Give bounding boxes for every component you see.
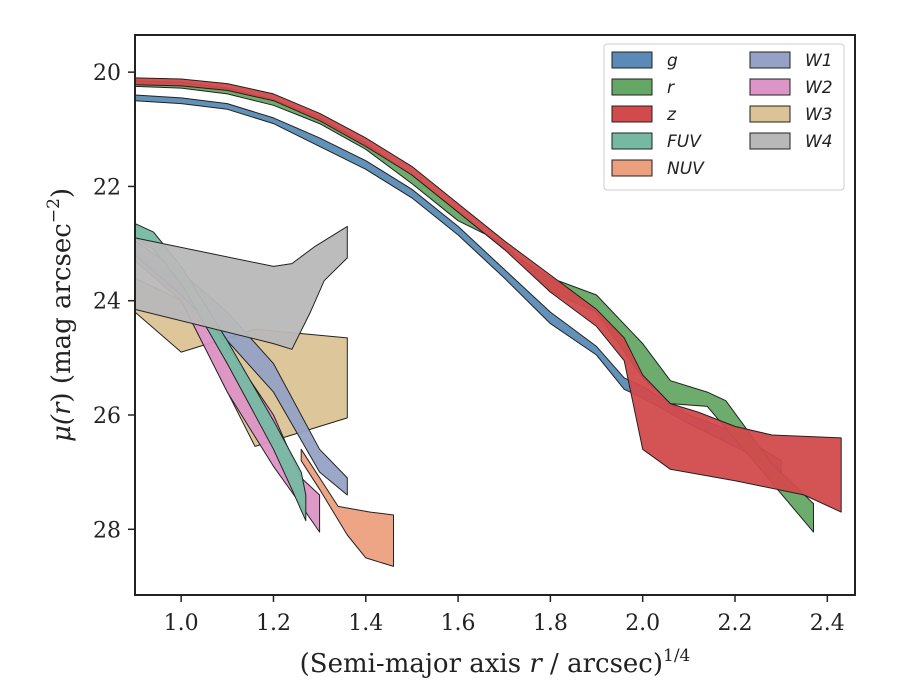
band-w4	[135, 225, 348, 350]
x-tick-label: 1.0	[164, 611, 199, 636]
x-tick-label: 1.8	[533, 611, 568, 636]
legend-label-g: g	[667, 51, 678, 71]
x-tick-label: 2.2	[718, 611, 753, 636]
y-tick-label: 20	[93, 61, 121, 86]
legend-label-z: z	[666, 105, 677, 125]
y-tick-label: 26	[93, 404, 121, 429]
legend-label-r: r	[667, 78, 675, 98]
plot-frame	[134, 34, 856, 596]
legend-swatch-w1	[749, 51, 791, 69]
legend-swatch-z	[611, 105, 653, 123]
x-tick-label: 1.6	[441, 611, 476, 636]
legend-swatch-nuv	[611, 159, 653, 177]
legend-swatch-w2	[749, 78, 791, 96]
y-tick-label: 24	[93, 290, 121, 315]
legend-items: grz FUV NUV W1 W2 W3 W4	[611, 51, 833, 179]
y-axis-label: μ(r) (mag arcsec−2)	[44, 188, 77, 442]
y-axis-ticks: 20 22 24 26 28	[93, 61, 135, 543]
x-tick-label: 1.2	[256, 611, 291, 636]
legend-swatch-w3	[749, 105, 791, 123]
legend-label-w3: W3	[805, 105, 833, 125]
legend-label-fuv: FUV	[667, 132, 702, 152]
x-tick-label: 2.0	[625, 611, 660, 636]
legend: grz FUV NUV W1 W2 W3 W4	[603, 43, 845, 191]
legend-label-nuv: NUV	[667, 159, 705, 179]
legend-swatch-fuv	[611, 132, 653, 150]
band-nuv	[300, 448, 394, 567]
legend-swatch-r	[611, 78, 653, 96]
x-axis-label: (Semi-major axis r / arcsec)1/4	[300, 646, 691, 679]
x-tick-label: 1.4	[348, 611, 383, 636]
legend-label-w1: W1	[805, 51, 833, 71]
legend-label-w2: W2	[805, 78, 833, 98]
band-z	[135, 77, 842, 513]
legend-swatch-g	[611, 51, 653, 69]
legend-label-w4: W4	[805, 132, 833, 152]
profile-bands	[135, 77, 842, 567]
x-tick-label: 2.4	[810, 611, 845, 636]
legend-swatch-w4	[749, 132, 791, 150]
y-tick-label: 28	[93, 518, 121, 543]
y-tick-label: 22	[93, 175, 121, 200]
x-axis-ticks: 1.0 1.2 1.4 1.6 1.8 2.0 2.2 2.4	[164, 595, 845, 636]
